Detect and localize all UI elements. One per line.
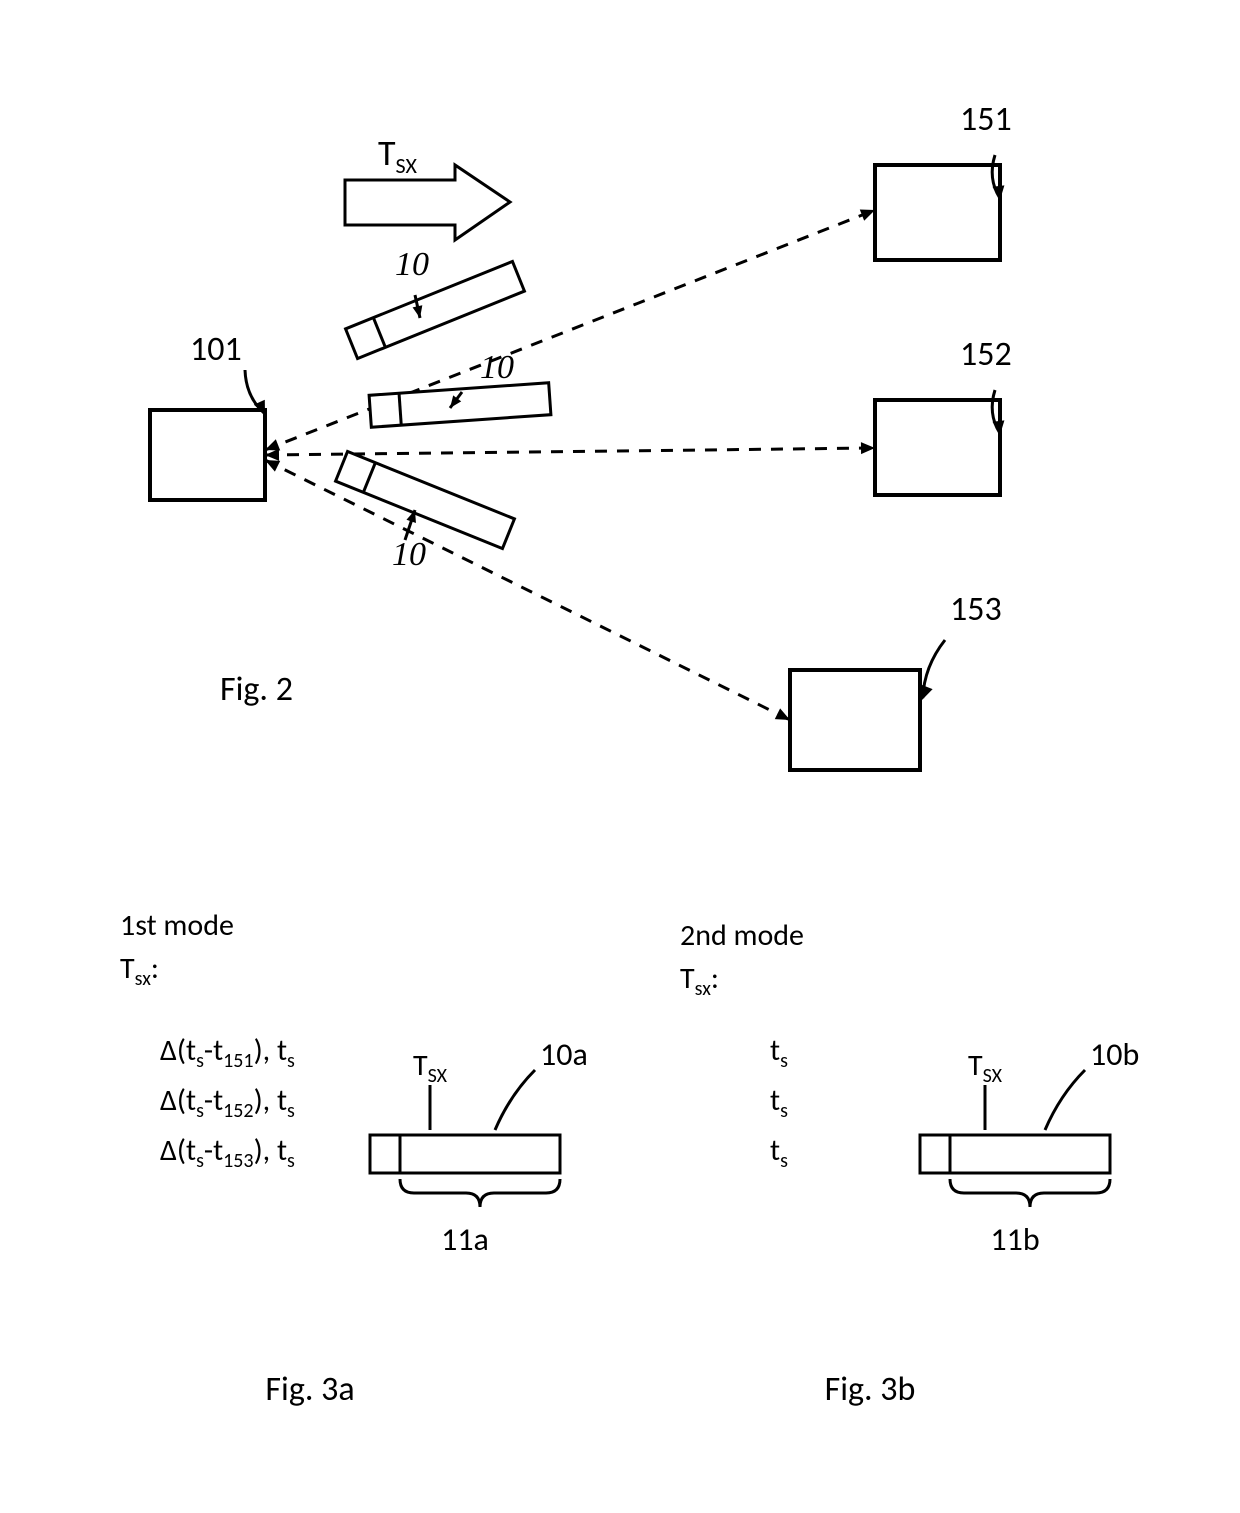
fig3b-lines: ts ts ts xyxy=(770,1032,788,1173)
fig3b-packet: TSX 10b 11b xyxy=(920,1035,1139,1259)
fig3b-bracket-label: 11b xyxy=(990,1220,1039,1259)
fig3a-lines: Δ(ts-t151), ts Δ(ts-t152), ts Δ(ts-t153), … xyxy=(160,1032,295,1173)
fig2-caption: Fig. 2 xyxy=(220,669,293,710)
fig3a-mode-label: 1st mode xyxy=(120,907,234,944)
svg-text:153: 153 xyxy=(950,589,1002,630)
tsx-arrow: TSX xyxy=(345,131,510,240)
fig3b: 2nd mode Tsx: ts ts ts TSX 10b 11b Fig. 3b xyxy=(680,917,1139,1410)
svg-text:10: 10 xyxy=(480,349,514,386)
fig3a-caption: Fig. 3a xyxy=(265,1369,354,1410)
fig3a-bracket-label: 11a xyxy=(441,1220,489,1259)
svg-text:10: 10 xyxy=(395,246,429,283)
fig3b-caption: Fig. 3b xyxy=(825,1369,916,1410)
svg-text:Δ(ts-t152), ts: Δ(ts-t152), ts xyxy=(160,1082,295,1123)
tsx-arrow-label: TSX xyxy=(378,131,418,179)
fig3b-tsx: Tsx: xyxy=(680,960,719,1001)
fig3a-packet-top-label: TSX xyxy=(413,1047,448,1088)
svg-text:ts: ts xyxy=(770,1032,788,1073)
fig3a-packet: TSX 10a 11a xyxy=(370,1035,588,1259)
fig3b-mode-label: 2nd mode xyxy=(680,917,804,954)
fig2: TSX 101 151 152 153 10 10 10 Fig. 2 xyxy=(150,99,1012,770)
fig3a: 1st mode Tsx: Δ(ts-t151), ts Δ(ts-t152), … xyxy=(120,907,588,1410)
svg-text:ts: ts xyxy=(770,1082,788,1123)
svg-text:152: 152 xyxy=(960,334,1012,375)
svg-text:Δ(ts-t153), ts: Δ(ts-t153), ts xyxy=(160,1132,295,1173)
svg-text:151: 151 xyxy=(960,99,1012,140)
fig3b-packet-top-label: TSX xyxy=(968,1047,1003,1088)
svg-text:Δ(ts-t151), ts: Δ(ts-t151), ts xyxy=(160,1032,295,1073)
fig3b-packet-ref: 10b xyxy=(1090,1035,1139,1074)
fig3a-tsx: Tsx: xyxy=(120,950,159,991)
svg-text:ts: ts xyxy=(770,1132,788,1173)
svg-text:10: 10 xyxy=(392,536,426,573)
fig3a-packet-ref: 10a xyxy=(540,1035,588,1074)
svg-text:101: 101 xyxy=(190,329,242,370)
